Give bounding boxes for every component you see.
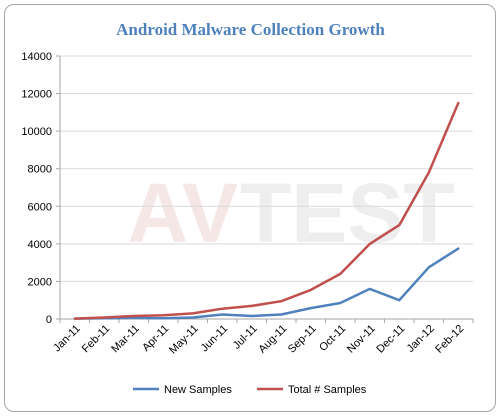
- x-tick-label: Oct-11: [317, 323, 348, 354]
- y-tick-label: 4000: [28, 239, 52, 251]
- x-tick-label: May-11: [167, 323, 201, 357]
- series-lines: [73, 101, 460, 320]
- x-tick-label: Feb-11: [80, 323, 113, 356]
- legend: New Samples Total # Samples: [133, 384, 367, 396]
- x-tick-label: Jun-11: [199, 323, 231, 355]
- watermark-av: AV: [128, 166, 238, 260]
- x-tick-label: Feb-12: [433, 323, 466, 356]
- y-tick-label: 2000: [28, 276, 52, 288]
- y-tick-label: 8000: [28, 164, 52, 176]
- legend-label-1: Total # Samples: [288, 384, 367, 396]
- series-line-1: [73, 101, 460, 320]
- y-tick-label: 0: [46, 314, 52, 326]
- x-tick-label: Aug-11: [256, 323, 289, 356]
- x-tick-label: Jan-11: [51, 323, 83, 355]
- series-line-0: [73, 247, 460, 320]
- watermark-test: TEST: [240, 166, 455, 260]
- x-tick-label: Dec-11: [374, 323, 407, 356]
- chart-frame: [4, 4, 496, 412]
- x-tick-label: Apr-11: [140, 323, 171, 354]
- legend-label-0: New Samples: [164, 384, 232, 396]
- y-tick-label: 14000: [21, 51, 52, 63]
- y-tick-label: 12000: [21, 89, 52, 101]
- chart-title: Android Malware Collection Growth: [116, 20, 385, 39]
- x-tick-label: Nov-11: [345, 323, 378, 356]
- y-tick-label: 10000: [21, 126, 52, 138]
- x-tick-label: Mar-11: [109, 323, 142, 356]
- y-tick-label: 6000: [28, 201, 52, 213]
- y-axis: 0 2000 4000 6000 8000 10000 12000 14000: [21, 51, 61, 326]
- x-tick-label: Sep-11: [286, 323, 319, 356]
- x-tick-label: Jan-12: [405, 323, 437, 355]
